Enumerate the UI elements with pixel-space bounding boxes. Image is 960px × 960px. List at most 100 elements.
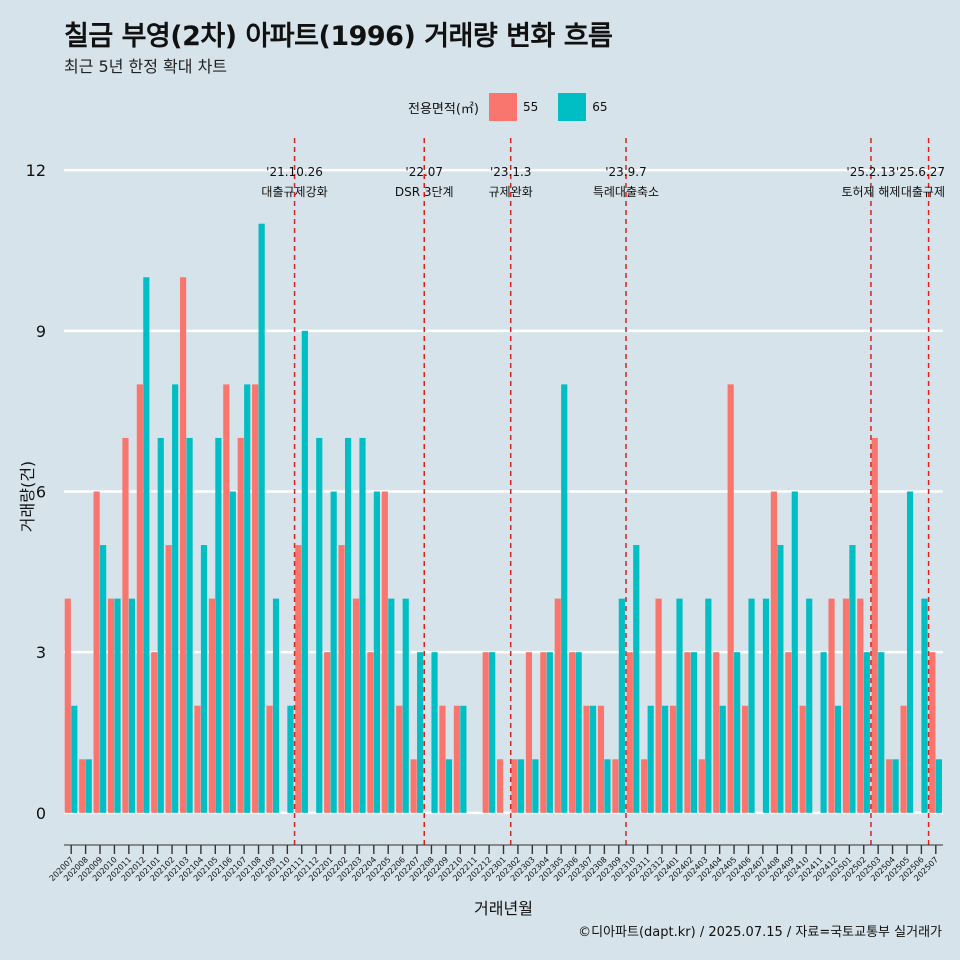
bar-55-202101: [151, 652, 158, 813]
bar-55-202104: [194, 705, 201, 813]
event-label: 토허제 해제: [841, 185, 900, 199]
bar-65-202109: [272, 598, 280, 813]
bar-55-202010: [107, 598, 115, 813]
bar-55-202007: [64, 598, 71, 813]
bar-65-202011: [128, 598, 136, 813]
bar-55-202308: [597, 705, 605, 813]
bar-55-202012: [136, 384, 143, 813]
bar-65-202402: [690, 652, 698, 813]
event-date: '25.2.13: [846, 165, 895, 179]
bar-55-202306: [569, 652, 576, 813]
bar-65-202208: [431, 652, 438, 813]
bar-55-202303: [525, 652, 533, 813]
bar-55-202403: [698, 759, 705, 813]
bar-65-202407: [762, 598, 770, 813]
bar-55-202311: [641, 759, 648, 813]
bar-55-202212: [482, 652, 489, 813]
y-tick-label: 12: [26, 161, 46, 180]
bar-65-202012: [143, 277, 150, 813]
bar-55-202105: [208, 598, 216, 813]
bar-55-202011: [122, 437, 129, 813]
bar-65-202205: [388, 598, 395, 813]
bar-65-202408: [777, 545, 784, 813]
bar-65-202009: [100, 545, 107, 813]
bar-65-202204: [373, 491, 380, 813]
bar-55-202206: [396, 705, 403, 813]
chart-title: 칠금 부영(2차) 아파트(1996) 거래량 변화 흐름: [64, 21, 613, 52]
bar-65-202202: [344, 437, 352, 813]
event-label: 특례대출축소: [593, 185, 659, 199]
y-tick-label: 3: [36, 643, 46, 662]
bar-65-202110: [287, 705, 294, 813]
y-axis-title: 거래량(건): [18, 461, 37, 532]
bar-55-202412: [828, 598, 835, 813]
bar-65-202212: [489, 652, 496, 813]
bar-65-202305: [561, 384, 568, 813]
legend-key-65: [558, 93, 587, 121]
bar-55-202302: [511, 759, 518, 813]
bar-65-202406: [748, 598, 755, 813]
bar-55-202406: [741, 705, 749, 813]
bar-65-202101: [157, 437, 164, 813]
bar-55-202505: [900, 705, 907, 813]
legend-label-55: 55: [522, 100, 539, 114]
bar-55-202103: [179, 277, 187, 813]
event-lines: '21.10.26 대출규제강화 '22.07 DSR 3단계 '23.1.3 규제완화 '…: [261, 138, 945, 845]
bar-65-202112: [316, 437, 323, 813]
bar-65-202306: [575, 652, 582, 813]
bar-65-202411: [820, 652, 827, 813]
event-label: 대출규제: [901, 185, 945, 199]
bar-55-202009: [93, 491, 100, 813]
bar-65-202105: [215, 437, 222, 813]
bar-55-202108: [252, 384, 259, 813]
bar-65-202504: [892, 759, 899, 813]
bar-65-202108: [258, 223, 265, 813]
bar-55-202410: [799, 705, 806, 813]
bar-65-202312: [662, 705, 669, 813]
bar-55-202501: [842, 598, 850, 813]
event-date: '21.10.26: [266, 165, 323, 179]
bar-65-202104: [200, 545, 208, 813]
legend-label-65: 65: [592, 100, 608, 114]
bar-55-202502: [857, 598, 864, 813]
x-axis-title: 거래년월: [474, 899, 533, 918]
bar-65-202203: [359, 437, 366, 813]
bar-55-202301: [497, 759, 504, 813]
bar-65-202201: [330, 491, 337, 813]
bar-65-202405: [734, 652, 741, 813]
bar-65-202503: [878, 652, 885, 813]
bar-55-202409: [785, 652, 792, 813]
bar-55-202201: [324, 652, 331, 813]
bar-65-202103: [186, 437, 193, 813]
y-tick-label: 0: [36, 804, 46, 823]
bar-55-202312: [655, 598, 662, 813]
bar-65-202307: [589, 705, 597, 813]
bar-55-202106: [223, 384, 230, 813]
event-date: '23.9.7: [605, 165, 646, 179]
bar-65-202210: [460, 705, 467, 813]
bar-65-202401: [676, 598, 683, 813]
bar-55-202304: [540, 652, 547, 813]
legend: 전용면적(㎡) 55 65: [408, 93, 628, 121]
bar-55-202503: [871, 437, 878, 813]
bar-65-202111: [301, 330, 308, 813]
bar-55-202307: [583, 705, 590, 813]
bar-65-202412: [834, 705, 842, 813]
bar-65-202302: [517, 759, 525, 813]
bar-65-202501: [849, 545, 856, 813]
bar-55-202111: [295, 545, 302, 813]
y-tick-label: 6: [36, 483, 46, 502]
event-label: 대출규제강화: [261, 185, 327, 199]
bar-55-202305: [554, 598, 561, 813]
bar-55-202507: [929, 652, 936, 813]
bar-65-202506: [921, 598, 928, 813]
bar-55-202107: [237, 437, 244, 813]
event-date: '25.6.27: [896, 165, 945, 179]
bar-65-202304: [546, 652, 553, 813]
bar-65-202209: [445, 759, 453, 813]
bar-65-202007: [71, 705, 78, 813]
bar-65-202410: [806, 598, 813, 813]
bar-55-202207: [410, 759, 417, 813]
bar-55-202408: [770, 491, 777, 813]
